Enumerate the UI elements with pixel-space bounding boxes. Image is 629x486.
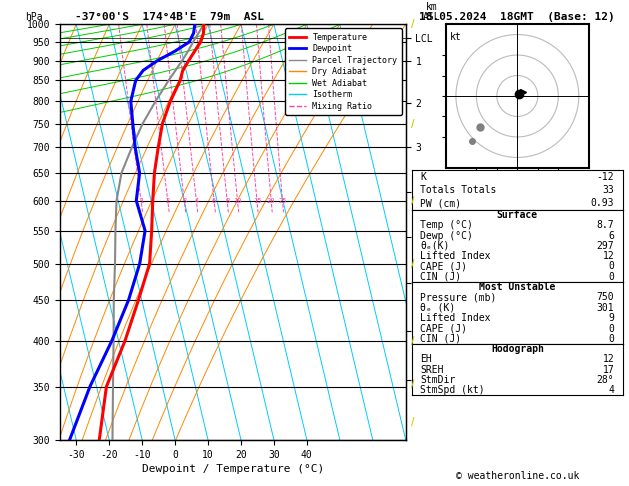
Text: 12: 12 [603,354,615,364]
Text: 0: 0 [608,261,615,272]
Text: StmSpd (kt): StmSpd (kt) [420,385,485,395]
Text: -12: -12 [597,172,615,182]
Text: 6: 6 [608,231,615,241]
Text: Most Unstable: Most Unstable [479,282,555,292]
Text: /: / [411,195,415,206]
Text: 0: 0 [608,324,615,333]
Text: 9: 9 [608,313,615,323]
Text: StmDir: StmDir [420,375,455,385]
Text: /: / [411,379,415,389]
Text: Lifted Index: Lifted Index [420,251,491,261]
Text: 8: 8 [225,198,229,204]
Text: Surface: Surface [497,210,538,220]
Text: 25: 25 [278,198,287,204]
Text: θₑ(K): θₑ(K) [420,241,450,251]
Text: 10: 10 [233,198,242,204]
Text: SREH: SREH [420,364,444,375]
Text: Temp (°C): Temp (°C) [420,220,473,230]
Text: 15: 15 [253,198,261,204]
Text: 12: 12 [603,251,615,261]
X-axis label: Dewpoint / Temperature (°C): Dewpoint / Temperature (°C) [142,464,324,474]
Text: 6: 6 [212,198,216,204]
Text: /: / [411,335,415,346]
Text: 3: 3 [182,198,186,204]
Text: K: K [420,172,426,182]
Text: 17: 17 [603,364,615,375]
Text: km
ASL: km ASL [423,2,440,22]
Text: -37°00'S  174°4B'E  79m  ASL: -37°00'S 174°4B'E 79m ASL [75,12,264,22]
Y-axis label: Mixing Ratio (g/kg): Mixing Ratio (g/kg) [437,176,447,288]
Text: 28°: 28° [597,375,615,385]
Text: 0: 0 [608,334,615,344]
Text: 33: 33 [603,185,615,195]
Text: CAPE (J): CAPE (J) [420,261,467,272]
Text: 750: 750 [597,293,615,302]
Text: 297: 297 [597,241,615,251]
Text: 4: 4 [608,385,615,395]
Text: 2: 2 [165,198,170,204]
Text: 0: 0 [608,272,615,282]
Text: 20: 20 [267,198,276,204]
Text: PW (cm): PW (cm) [420,198,462,208]
Text: 301: 301 [597,303,615,313]
Text: /: / [411,19,415,29]
Text: EH: EH [420,354,432,364]
Text: /: / [411,259,415,269]
Text: /: / [411,417,415,427]
Text: CIN (J): CIN (J) [420,272,462,282]
Text: CIN (J): CIN (J) [420,334,462,344]
Text: CAPE (J): CAPE (J) [420,324,467,333]
Text: θₑ (K): θₑ (K) [420,303,455,313]
Text: Dewp (°C): Dewp (°C) [420,231,473,241]
Text: 4: 4 [194,198,199,204]
Text: Pressure (mb): Pressure (mb) [420,293,497,302]
Text: kt: kt [450,33,462,42]
Text: hPa: hPa [25,12,43,22]
Text: © weatheronline.co.uk: © weatheronline.co.uk [455,471,579,481]
Text: 18.05.2024  18GMT  (Base: 12): 18.05.2024 18GMT (Base: 12) [420,12,615,22]
Text: Lifted Index: Lifted Index [420,313,491,323]
Text: 1: 1 [139,198,143,204]
Legend: Temperature, Dewpoint, Parcel Trajectory, Dry Adiabat, Wet Adiabat, Isotherm, Mi: Temperature, Dewpoint, Parcel Trajectory… [285,29,401,115]
Text: Totals Totals: Totals Totals [420,185,497,195]
Text: /: / [411,119,415,129]
Text: 0.93: 0.93 [591,198,615,208]
Text: Hodograph: Hodograph [491,344,544,354]
Text: 8.7: 8.7 [597,220,615,230]
